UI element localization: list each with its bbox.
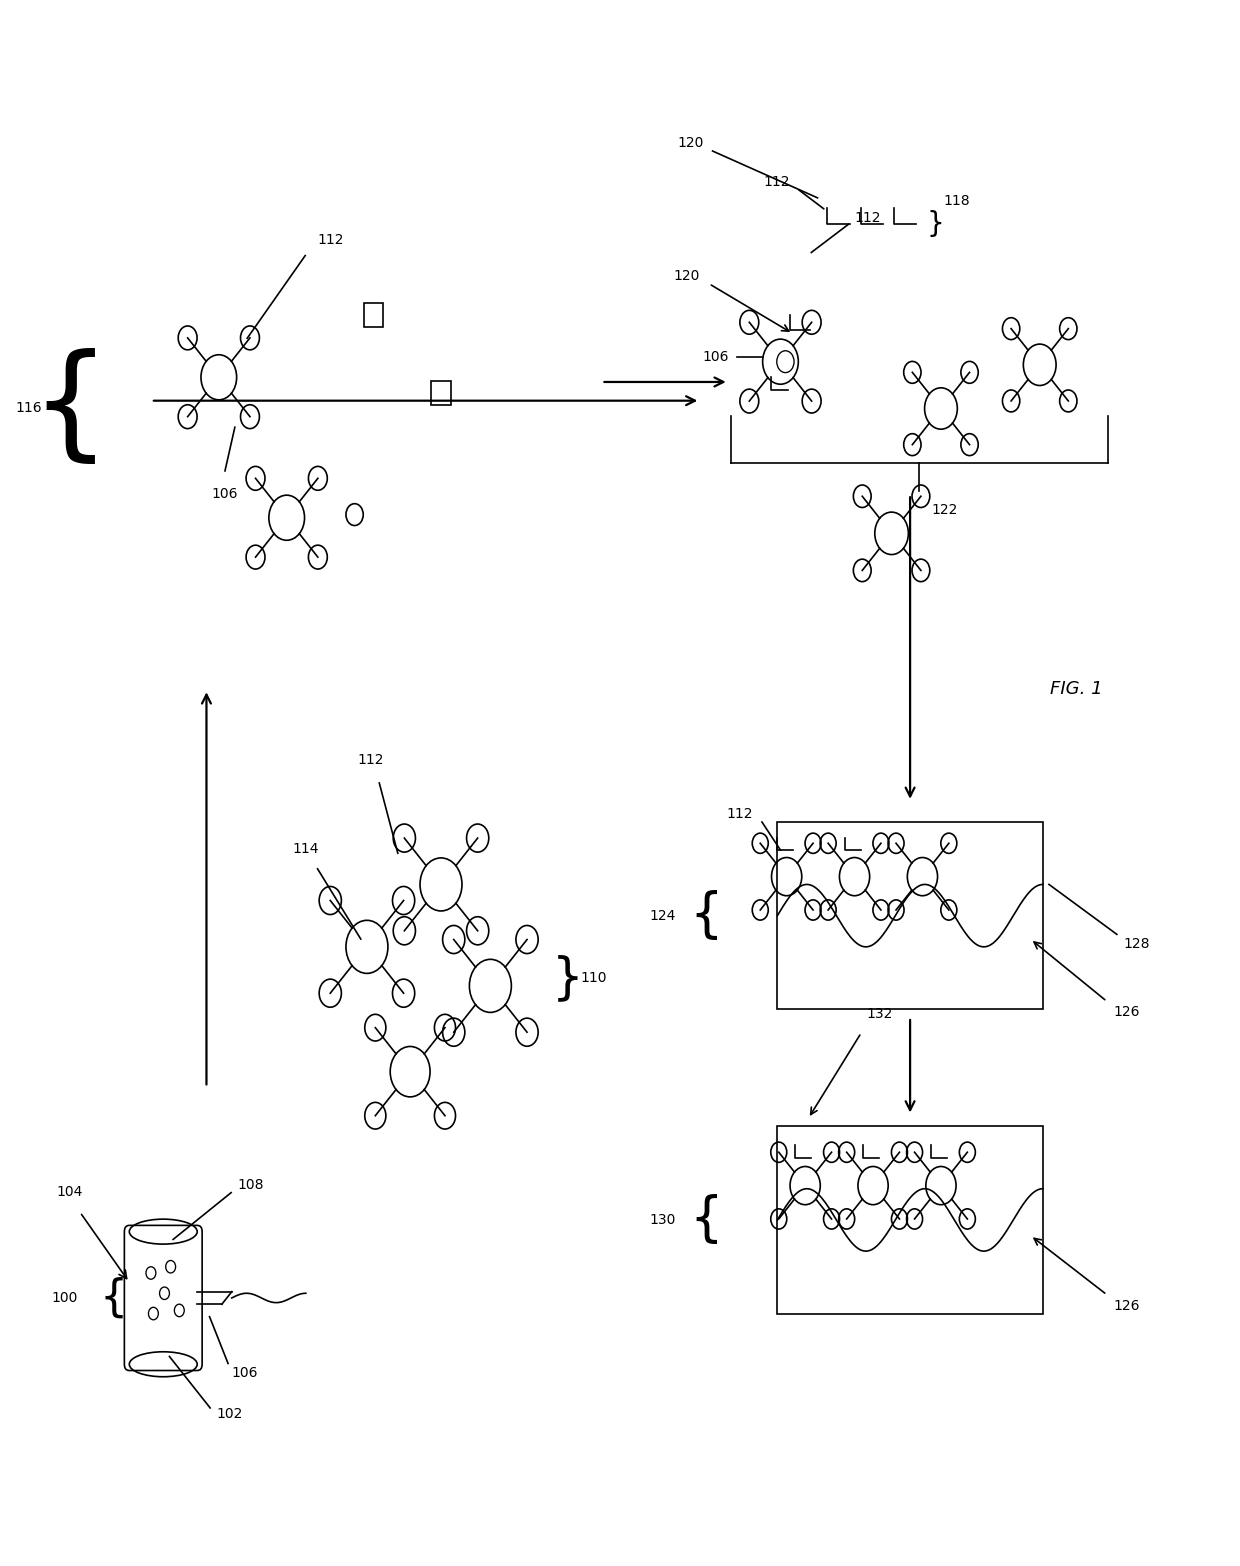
Text: 116: 116 [15,401,42,415]
Text: }: } [552,954,584,1002]
Text: 122: 122 [931,503,959,517]
Bar [777,822,1043,1009]
Text: {: { [99,1276,128,1320]
Text: 106: 106 [232,1366,258,1380]
Text: 102: 102 [216,1408,243,1422]
Text: 106: 106 [702,349,729,363]
Text: 128: 128 [1123,936,1149,951]
Text: 106: 106 [212,487,238,501]
Text: 114: 114 [291,841,319,855]
Text: FIG. 1: FIG. 1 [1050,680,1104,698]
Text: 108: 108 [237,1178,264,1192]
Text: 124: 124 [650,908,676,922]
Text: {: { [31,348,110,468]
Text: 110: 110 [580,971,608,985]
Text: {: { [689,889,723,941]
Text: 112: 112 [357,753,384,767]
Text: 126: 126 [1114,1298,1140,1312]
Text: 120: 120 [673,269,701,283]
Text: 130: 130 [650,1214,676,1226]
Text: 126: 126 [1114,1005,1140,1019]
Text: 104: 104 [57,1185,83,1200]
Text: 112: 112 [317,233,343,247]
Text: 118: 118 [944,194,970,208]
Text: 100: 100 [51,1290,77,1304]
Text: 112: 112 [764,175,790,189]
Text: {: { [689,1193,723,1247]
Text: 120: 120 [677,136,704,150]
Text: 112: 112 [854,211,882,226]
Text: 132: 132 [867,1007,893,1021]
Text: }: } [926,210,944,238]
Bar [777,1126,1043,1314]
Text: 112: 112 [727,806,754,821]
